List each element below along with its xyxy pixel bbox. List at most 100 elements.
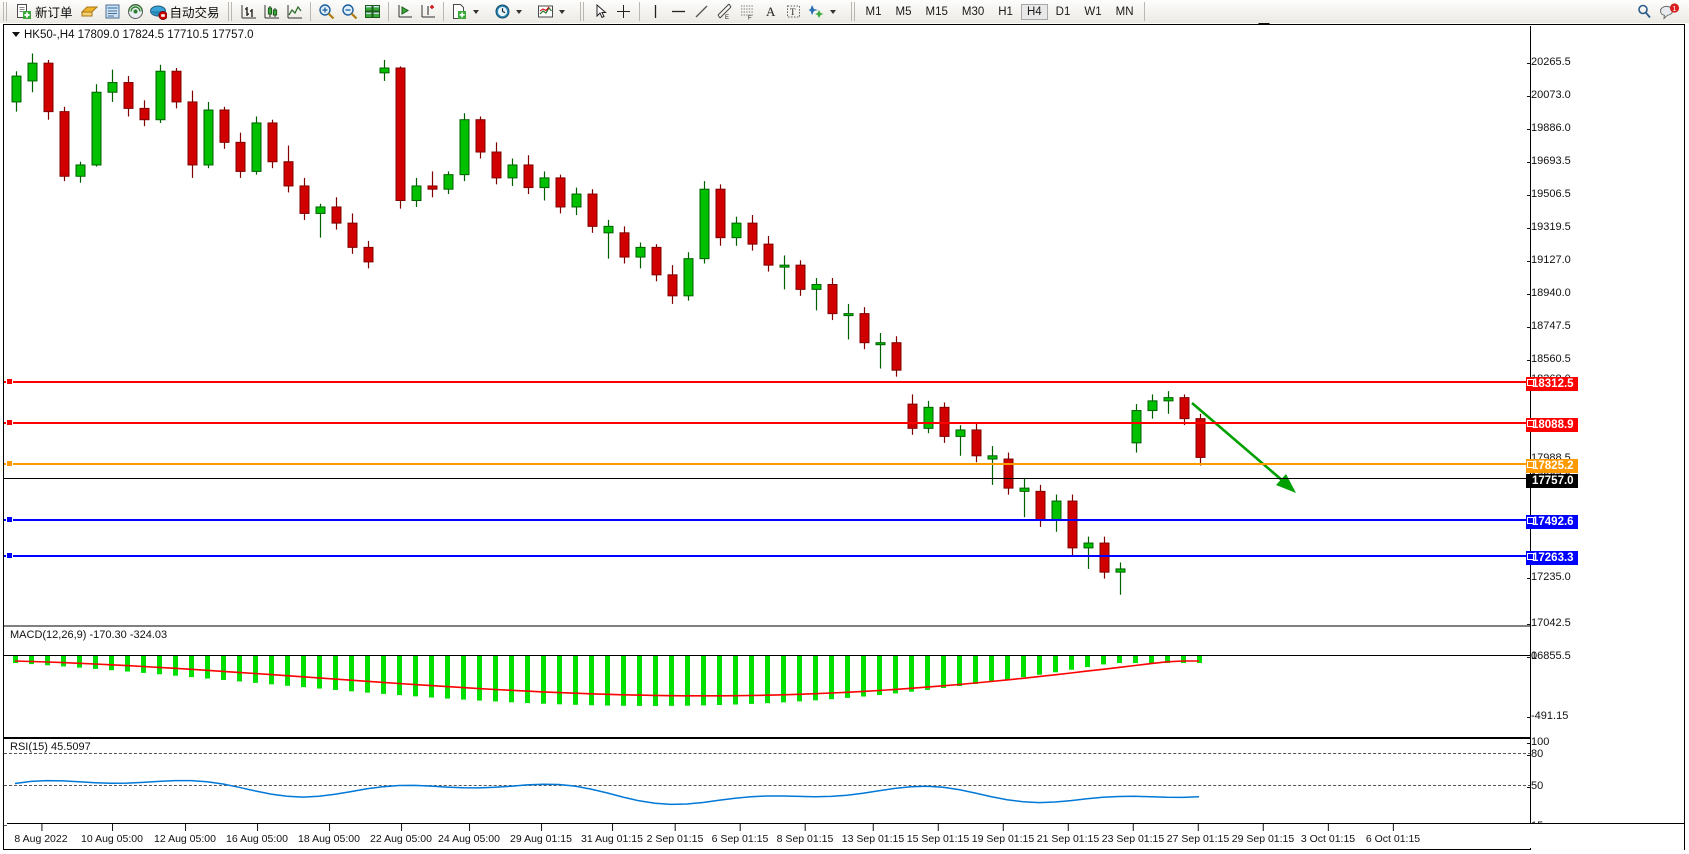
chevron-down-icon-3[interactable]: [557, 3, 574, 20]
level-line-18312[interactable]: [4, 381, 1531, 383]
level-line-17825[interactable]: [4, 463, 1531, 465]
chart-shift-button[interactable]: [534, 1, 577, 22]
notifications-icon[interactable]: 1: [1659, 3, 1681, 20]
tile-windows-button[interactable]: [361, 1, 384, 22]
timeframe-m5[interactable]: M5: [895, 5, 912, 18]
price-tick: 18940.0: [1527, 287, 1571, 299]
toolbar-grip-4[interactable]: [850, 2, 857, 21]
level-handle-18088[interactable]: [6, 419, 13, 426]
text-icon: A: [762, 3, 779, 20]
zoom-in-button[interactable]: [315, 1, 338, 22]
timeframe-m15[interactable]: M15: [925, 5, 948, 18]
rsi-pane[interactable]: [4, 739, 1531, 845]
macd-zero-line: [4, 655, 1531, 656]
level-line-18088[interactable]: [4, 422, 1531, 424]
price-tick: 18747.5: [1527, 320, 1571, 332]
time-tick: 29 Sep 01:15: [1231, 824, 1295, 845]
price-tag-handle-17263[interactable]: [1527, 553, 1534, 560]
timeframe-w1[interactable]: W1: [1084, 5, 1102, 18]
downtrend-arrow-annotation: [1191, 402, 1296, 493]
price-tag-handle-17825[interactable]: [1527, 461, 1534, 468]
timeframe-h1[interactable]: H1: [998, 5, 1013, 18]
time-tick: 2 Sep 01:15: [646, 824, 704, 845]
chart-canvas[interactable]: HK50-,H4 17809.0 17824.5 17710.5 17757.0…: [3, 24, 1685, 850]
timeframe-mn[interactable]: MN: [1115, 5, 1134, 18]
price-tag-18312[interactable]: 18312.5: [1526, 377, 1578, 391]
level-handle-18312[interactable]: [6, 378, 13, 385]
level-handle-17492[interactable]: [6, 516, 13, 523]
price-tag-handle-18312[interactable]: [1527, 379, 1534, 386]
svg-text:F: F: [748, 16, 752, 21]
indicators-button[interactable]: [416, 1, 439, 22]
text-label-button[interactable]: T: [782, 1, 805, 22]
timeframe-d1[interactable]: D1: [1055, 5, 1071, 18]
period-icon: [494, 3, 511, 20]
macd-histogram: [13, 655, 1202, 706]
profile-button[interactable]: [78, 1, 101, 22]
auto-trading-button[interactable]: 自动交易: [147, 1, 225, 22]
level-line-current-price[interactable]: [4, 478, 1531, 479]
signals-button[interactable]: [124, 1, 147, 22]
zoom-out-button[interactable]: [338, 1, 361, 22]
vertical-line-button[interactable]: [644, 1, 667, 22]
search-icon[interactable]: [1636, 3, 1653, 20]
bar-chart-button[interactable]: [237, 1, 260, 22]
macd-signal-line: [14, 660, 1199, 697]
price-tick: 19319.5: [1527, 221, 1571, 233]
time-tick: 8 Sep 01:15: [776, 824, 834, 845]
new-order-button[interactable]: 新订单: [12, 1, 78, 22]
zoom-out-icon: [341, 3, 358, 20]
equidistant-channel-button[interactable]: E: [713, 1, 736, 22]
time-tick: 23 Sep 01:15: [1101, 824, 1165, 845]
level-line-17492[interactable]: [4, 519, 1531, 521]
text-button[interactable]: A: [759, 1, 782, 22]
timeframe-h4[interactable]: H4: [1020, 3, 1048, 20]
price-tag-17263[interactable]: 17263.3: [1526, 551, 1578, 565]
candlestick-chart-button[interactable]: [260, 1, 283, 22]
level-line-17263[interactable]: [4, 555, 1531, 557]
chevron-down-icon-2[interactable]: [514, 3, 531, 20]
toolbar-grip-2[interactable]: [227, 2, 234, 21]
macd-pane[interactable]: [4, 631, 1531, 715]
chart-shift-icon: [537, 3, 554, 20]
price-tag-18088[interactable]: 18088.9: [1526, 418, 1578, 432]
chart-symbol-header: HK50-,H4 17809.0 17824.5 17710.5 17757.0: [12, 29, 254, 41]
toolbar-grip[interactable]: [3, 2, 9, 21]
trendline-button[interactable]: [690, 1, 713, 22]
shapes-button[interactable]: [805, 1, 848, 22]
svg-text:A: A: [766, 4, 776, 19]
chart-menu-caret-icon[interactable]: [12, 32, 20, 38]
line-chart-button[interactable]: [283, 1, 306, 22]
timeframe-m1[interactable]: M1: [865, 5, 882, 18]
templates-button[interactable]: [448, 1, 491, 22]
crosshair-button[interactable]: [612, 1, 635, 22]
time-axis[interactable]: 8 Aug 2022 10 Aug 05:00 12 Aug 05:00 16 …: [7, 823, 1684, 848]
price-tag-17492[interactable]: 17492.6: [1526, 515, 1578, 529]
price-tag-handle-18088[interactable]: [1527, 420, 1534, 427]
level-handle-17825[interactable]: [6, 460, 13, 467]
time-tick: 24 Aug 05:00: [438, 824, 500, 845]
new-order-icon: [15, 3, 32, 20]
timeframe-m30[interactable]: M30: [961, 5, 985, 18]
price-scale[interactable]: 20265.5 20073.0 19886.0 19693.5 19506.5 …: [1526, 26, 1684, 850]
data-window-button[interactable]: [101, 1, 124, 22]
cursor-button[interactable]: [589, 1, 612, 22]
price-tag-handle-17492[interactable]: [1527, 517, 1534, 524]
time-tick: 6 Oct 01:15: [1365, 824, 1421, 845]
period-button[interactable]: [491, 1, 534, 22]
horizontal-line-button[interactable]: [667, 1, 690, 22]
price-pane[interactable]: [4, 39, 1531, 631]
rsi-tick-100: 100: [1526, 736, 1550, 748]
price-tag-current[interactable]: 17757.0: [1526, 474, 1578, 488]
new-order-label: 新订单: [35, 6, 73, 20]
fibonacci-button[interactable]: F: [736, 1, 759, 22]
price-tag-17825[interactable]: 17825.2: [1526, 459, 1578, 473]
chevron-down-icon-4[interactable]: [828, 3, 845, 20]
notification-count-text: 1: [1672, 4, 1676, 13]
macd-tick-zero: 0: [1526, 650, 1538, 662]
level-handle-17263[interactable]: [6, 552, 13, 559]
chevron-down-icon[interactable]: [471, 3, 488, 20]
time-tick: 13 Sep 01:15: [841, 824, 905, 845]
expert-advisors-button[interactable]: [393, 1, 416, 22]
toolbar-grip-3[interactable]: [579, 2, 586, 21]
